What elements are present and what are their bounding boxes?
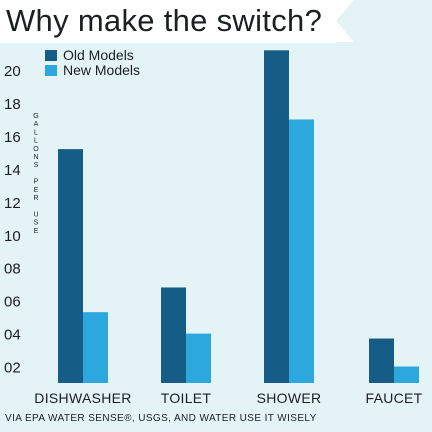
x-category-label: SHOWER [257, 390, 322, 406]
bar-old-models [369, 338, 394, 383]
y-tick-label: 02 [4, 360, 21, 377]
y-axis-label-char: L [34, 129, 38, 136]
source-note: VIA EPA WATER SENSE®, USGS, AND WATER US… [5, 413, 317, 424]
y-tick-label: 10 [4, 228, 21, 245]
y-tick-label: 08 [4, 261, 21, 278]
y-axis-label-char: S [34, 162, 39, 169]
bar-new-models [186, 333, 211, 383]
y-axis-label-char: N [33, 154, 38, 161]
y-axis-label-char: E [34, 187, 39, 194]
y-axis-label-char: U [33, 211, 38, 218]
bar-old-models [264, 50, 289, 383]
y-axis-label-char: E [34, 228, 39, 235]
y-tick-label: 18 [4, 96, 21, 113]
y-axis-label-char: O [33, 146, 39, 153]
y-axis-label-char: A [34, 121, 39, 128]
x-category-label: DISHWASHER [34, 390, 131, 406]
y-axis-label-char: P [34, 179, 39, 186]
bar-new-models [289, 119, 314, 384]
y-axis-label-char: R [33, 195, 38, 202]
y-tick-label: 14 [4, 162, 21, 179]
x-category-label: TOILET [161, 390, 212, 406]
bar-old-models [58, 149, 83, 383]
bar-new-models [83, 312, 108, 383]
y-axis-label-char: G [33, 113, 38, 120]
legend-swatch [45, 50, 57, 61]
x-category-label: FAUCET [365, 390, 422, 406]
chart-title: Why make the switch? [6, 3, 323, 38]
bar-new-models [394, 366, 419, 383]
y-axis-label-char: S [34, 220, 39, 227]
y-tick-label: 06 [4, 294, 21, 311]
legend-swatch [45, 65, 57, 76]
y-tick-label: 12 [4, 195, 21, 212]
title-banner: Why make the switch? [0, 0, 354, 43]
legend-label: Old Models [63, 47, 134, 63]
legend-label: New Models [63, 62, 140, 78]
y-tick-label: 20 [4, 63, 21, 80]
y-tick-label: 16 [4, 129, 21, 146]
y-axis-label-char: L [34, 138, 38, 145]
bar-old-models [161, 287, 186, 383]
y-tick-label: 04 [4, 327, 21, 344]
